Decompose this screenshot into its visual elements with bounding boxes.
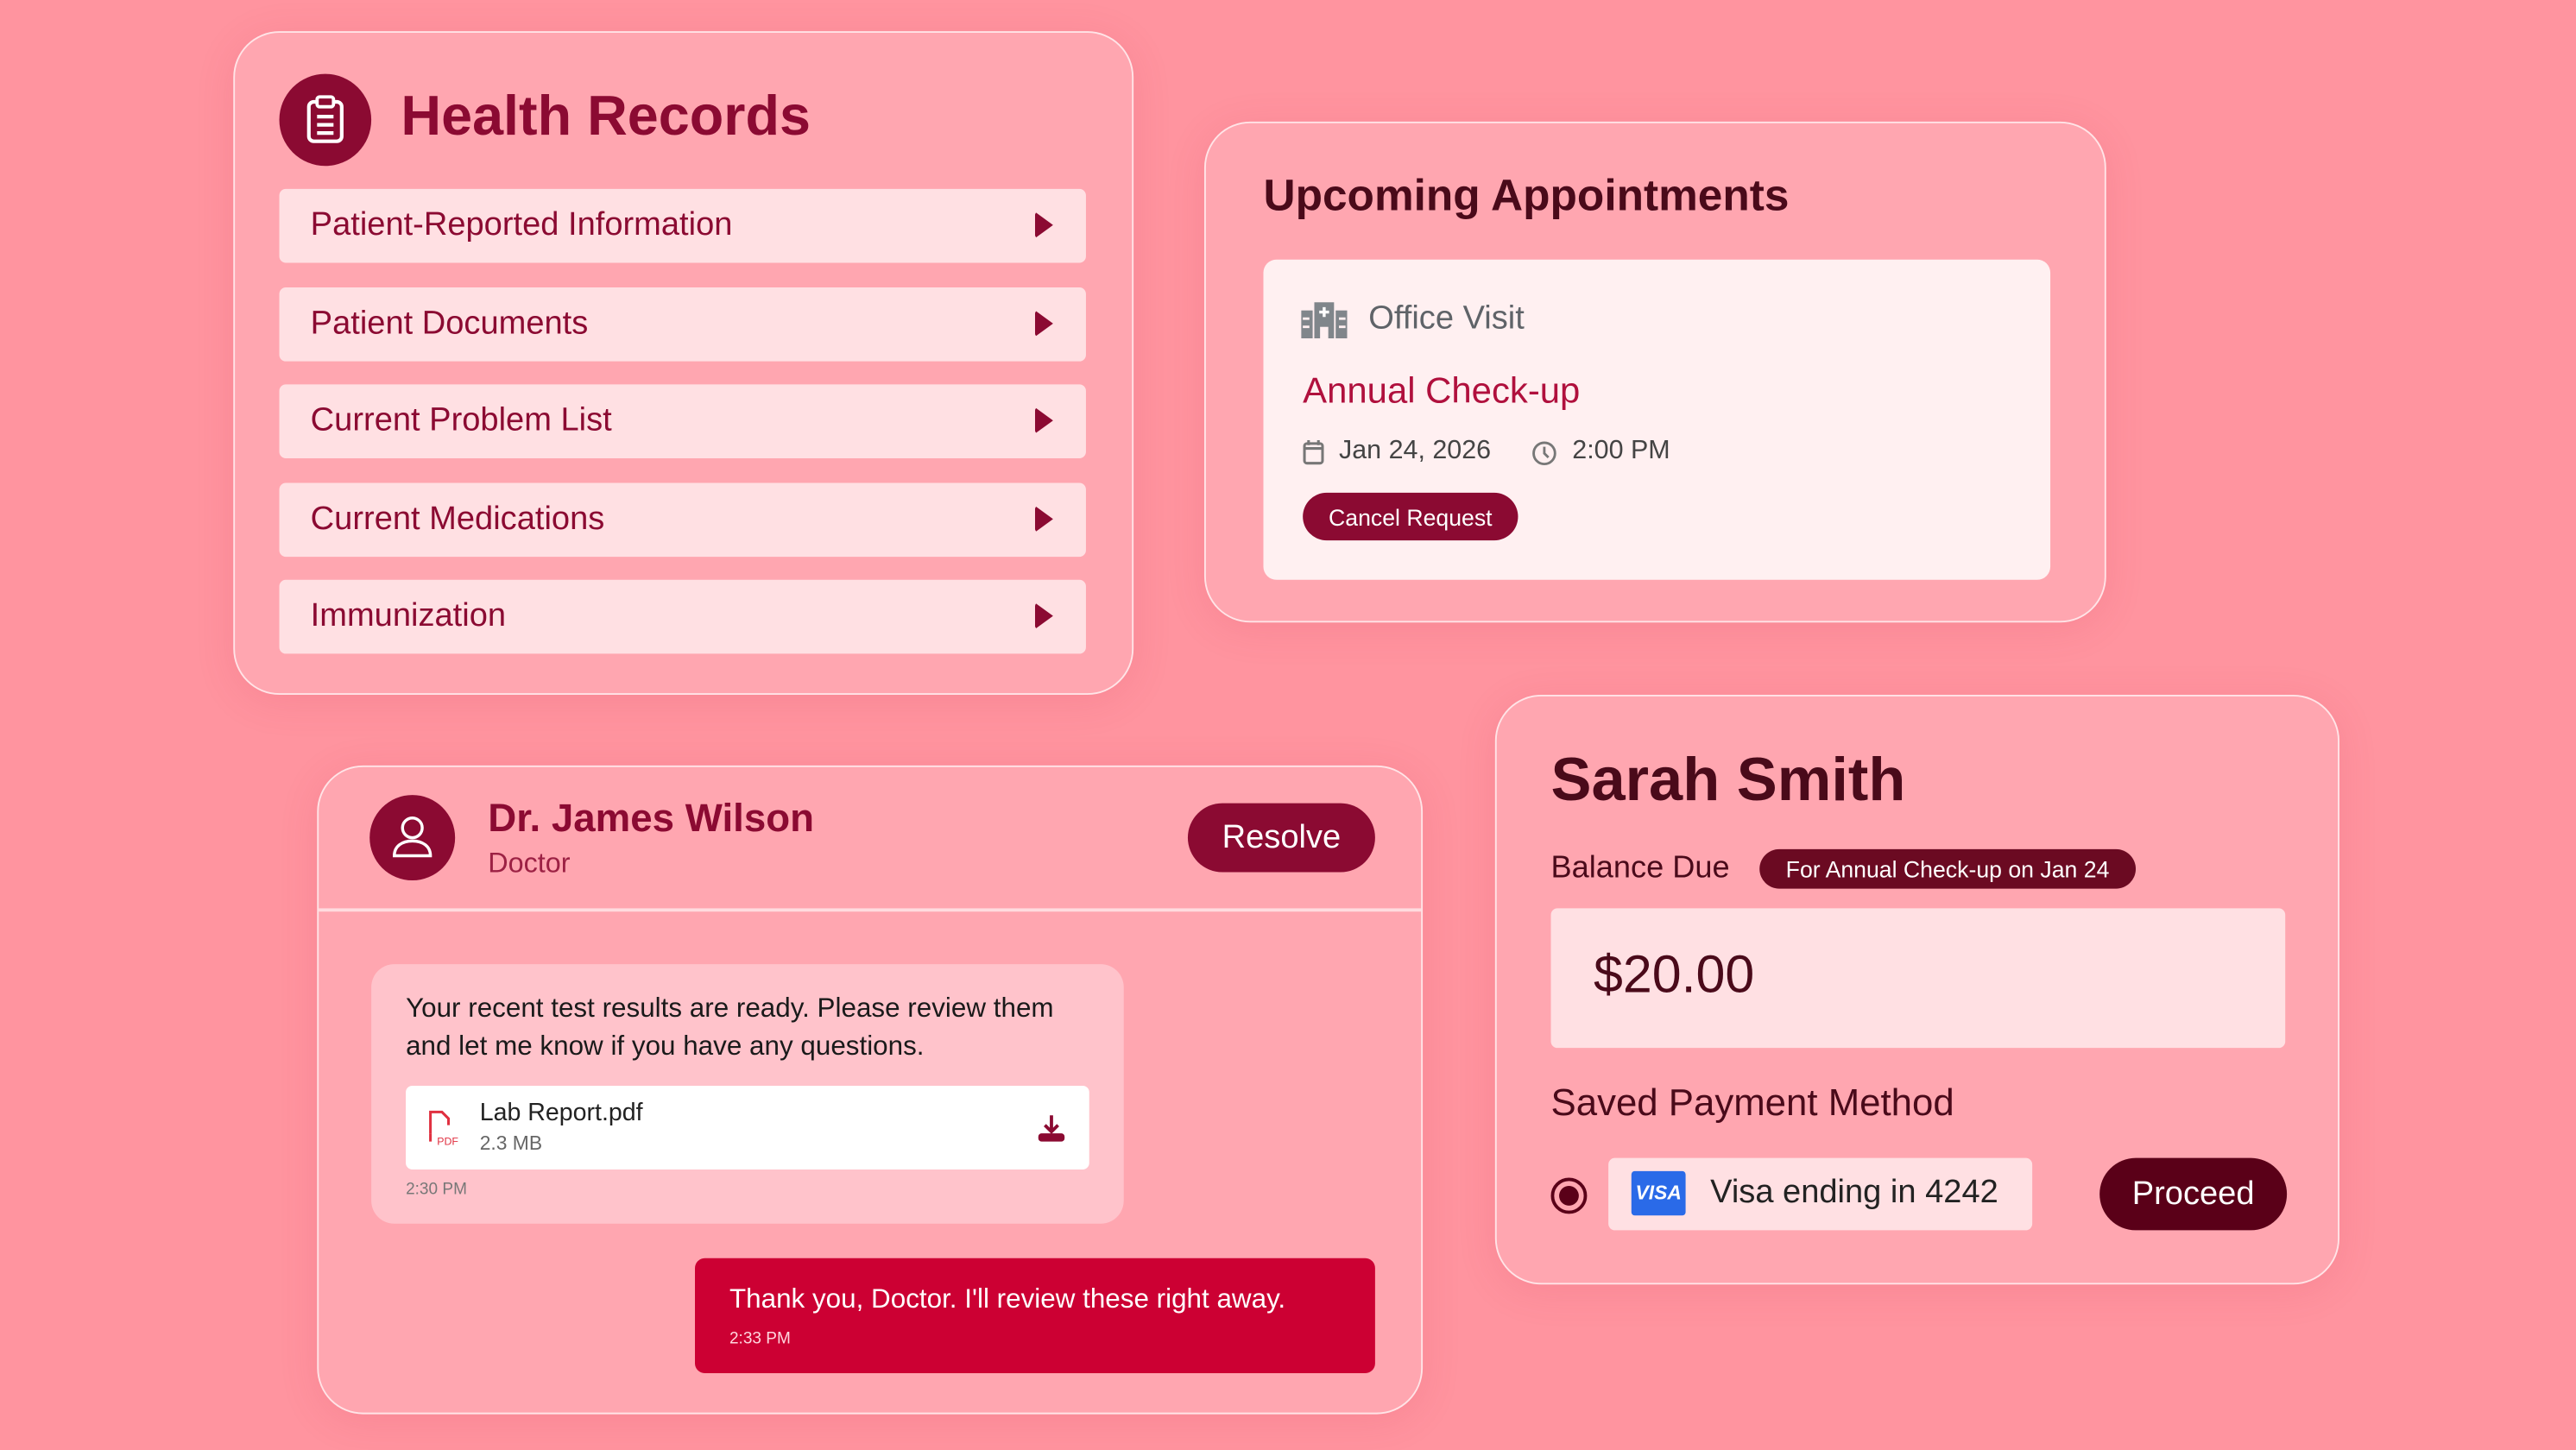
record-item-medications[interactable]: Current Medications <box>279 482 1086 558</box>
record-item-label: Immunization <box>310 597 507 634</box>
chevron-right-icon <box>1034 310 1053 337</box>
appointment-item[interactable]: Office Visit Annual Check-up Jan 24, 202… <box>1263 259 2051 580</box>
svg-text:PDF: PDF <box>437 1135 458 1147</box>
appointment-name: Annual Check-up <box>1303 369 1581 411</box>
payment-heading: Saved Payment Method <box>1550 1081 1954 1124</box>
outgoing-message: Thank you, Doctor. I'll review these rig… <box>695 1258 1375 1373</box>
record-item-problem-list[interactable]: Current Problem List <box>279 384 1086 458</box>
patient-name: Sarah Smith <box>1550 746 1906 814</box>
clock-icon <box>1532 441 1556 466</box>
calendar-icon <box>1303 440 1324 465</box>
record-item-label: Current Problem List <box>310 402 612 439</box>
incoming-time: 2:30 PM <box>406 1181 467 1200</box>
billing-card: Sarah Smith Balance Due For Annual Check… <box>1494 695 2340 1285</box>
appointments-card: Upcoming Appointments Office Visit Annua… <box>1203 121 2106 623</box>
cancel-request-button[interactable]: Cancel Request <box>1303 492 1518 541</box>
download-icon[interactable] <box>1037 1113 1066 1143</box>
balance-amount: $20.00 <box>1594 944 1755 1004</box>
balance-label: Balance Due <box>1550 850 1730 886</box>
card-label: Visa ending in 4242 <box>1710 1174 1998 1211</box>
resolve-button[interactable]: Resolve <box>1187 803 1375 873</box>
appointment-time: 2:00 PM <box>1572 437 1670 465</box>
appointment-date: Jan 24, 2026 <box>1339 437 1492 465</box>
outgoing-message-text: Thank you, Doctor. I'll review these rig… <box>729 1284 1286 1314</box>
payment-radio[interactable] <box>1550 1177 1588 1214</box>
clipboard-icon <box>279 73 372 167</box>
amount-box: $20.00 <box>1550 908 2286 1049</box>
outgoing-time: 2:33 PM <box>729 1330 791 1349</box>
file-attachment[interactable]: PDF Lab Report.pdf 2.3 MB <box>406 1085 1089 1170</box>
file-name: Lab Report.pdf <box>479 1099 643 1127</box>
record-item-label: Patient-Reported Information <box>310 206 733 243</box>
appointments-title: Upcoming Appointments <box>1263 170 1790 221</box>
doctor-role: Doctor <box>488 847 571 879</box>
visa-icon: VISA <box>1631 1170 1686 1216</box>
chat-card: Dr. James Wilson Doctor Resolve Your rec… <box>317 765 1424 1415</box>
record-item-label: Patient Documents <box>310 305 589 342</box>
saved-card[interactable]: VISA Visa ending in 4242 <box>1608 1157 2033 1231</box>
record-item-patient-reported[interactable]: Patient-Reported Information <box>279 188 1086 263</box>
hospital-icon <box>1301 302 1348 339</box>
record-item-immunization[interactable]: Immunization <box>279 579 1086 654</box>
chevron-right-icon <box>1034 211 1053 238</box>
chevron-right-icon <box>1034 506 1053 533</box>
incoming-message-text: Your recent test results are ready. Plea… <box>406 993 1054 1062</box>
chevron-right-icon <box>1034 407 1053 434</box>
incoming-message: Your recent test results are ready. Plea… <box>371 964 1124 1224</box>
appointment-type: Office Visit <box>1368 300 1525 337</box>
health-records-card: Health Records Patient-Reported Informat… <box>233 31 1134 696</box>
proceed-button[interactable]: Proceed <box>2099 1157 2288 1231</box>
file-size: 2.3 MB <box>479 1132 543 1155</box>
pdf-icon: PDF <box>429 1110 458 1147</box>
health-records-title: Health Records <box>401 85 811 148</box>
record-item-label: Current Medications <box>310 501 605 538</box>
chevron-right-icon <box>1034 602 1053 629</box>
doctor-name: Dr. James Wilson <box>488 797 815 842</box>
header-divider <box>319 908 1422 911</box>
radio-dot <box>1559 1186 1579 1206</box>
record-item-documents[interactable]: Patient Documents <box>279 287 1086 362</box>
balance-badge: For Annual Check-up on Jan 24 <box>1759 848 2136 889</box>
user-icon <box>393 816 432 858</box>
avatar <box>369 795 456 881</box>
